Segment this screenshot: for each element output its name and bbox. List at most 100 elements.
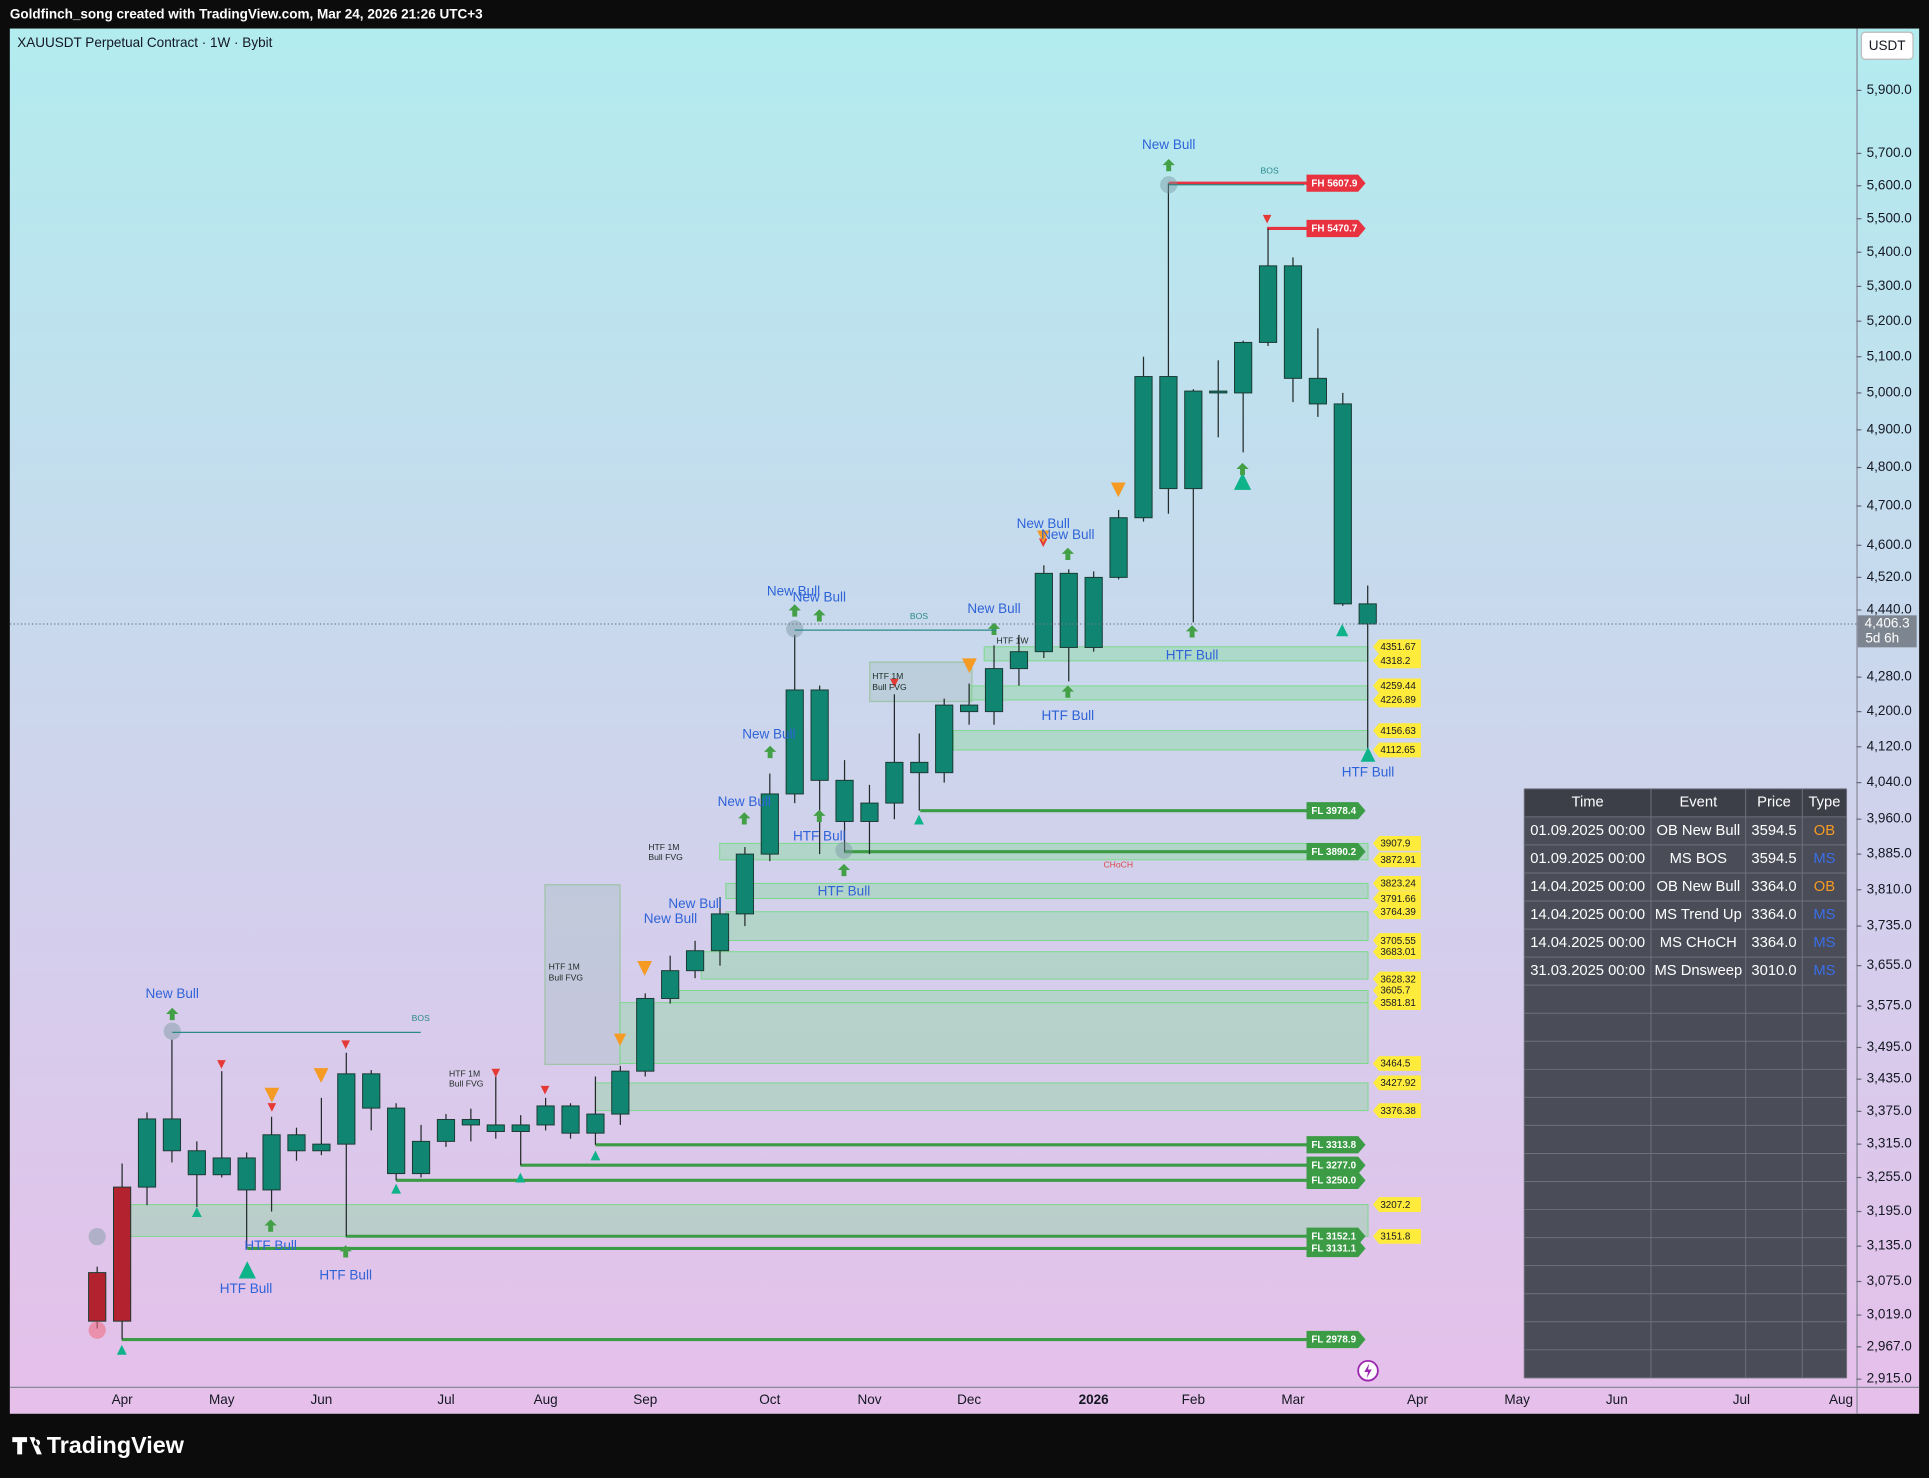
level-label: FH 5470.7: [1311, 224, 1357, 235]
level-price-tag: [1372, 742, 1421, 758]
candle-body: [262, 1134, 281, 1191]
x-tick-label: Dec: [957, 1392, 981, 1407]
candle-body: [1134, 376, 1153, 519]
level-price-label: 4226.89: [1380, 695, 1416, 706]
fvg-zone: [669, 989, 1369, 1004]
y-tick-label: 5,300.0: [1867, 278, 1912, 293]
y-tick-label: 5,000.0: [1867, 384, 1912, 399]
candle-body: [1109, 517, 1128, 578]
y-tick-label: 3,810.0: [1867, 881, 1912, 896]
x-tick-label: Oct: [759, 1392, 780, 1407]
level-price-label: 3705.55: [1380, 936, 1416, 947]
arrow-marker: [1236, 462, 1249, 476]
x-tick-label: Sep: [633, 1392, 657, 1407]
candle-body: [1358, 603, 1377, 625]
annotation: HTF Bull: [1342, 764, 1395, 779]
candle-body: [1283, 265, 1303, 379]
level-label: FL 3277.0: [1311, 1160, 1356, 1171]
arrow-marker: [1185, 625, 1199, 638]
countdown: 5d 6h: [1865, 630, 1899, 645]
brand[interactable]: TradingView: [47, 1432, 185, 1458]
y-tick-label: 2,967.0: [1867, 1338, 1912, 1353]
table-header: Time: [1571, 795, 1603, 811]
arrow-marker: [339, 1245, 352, 1258]
candle-body: [536, 1105, 555, 1126]
candle-body: [287, 1134, 306, 1152]
arrow-marker: [264, 1219, 277, 1232]
annotation: New Bull: [1017, 516, 1070, 531]
table-cell: MS Dnsweep: [1654, 963, 1742, 979]
candle-body: [387, 1107, 406, 1175]
annotation: New Bull: [767, 584, 820, 599]
y-tick-label: 4,200.0: [1867, 703, 1912, 718]
arrow-marker: [1162, 158, 1175, 172]
candle-body: [312, 1143, 331, 1152]
marker-down: [962, 658, 977, 674]
level-price-tag: [1372, 1197, 1421, 1212]
annotation: New Bull: [742, 726, 795, 741]
level-price-label: 3427.92: [1380, 1078, 1416, 1089]
table-cell: MS: [1813, 935, 1835, 951]
pivot-circle: [835, 841, 853, 859]
level-price-tag: [1372, 1075, 1421, 1091]
pivot-circle: [88, 1321, 106, 1339]
level-tag: [1306, 174, 1366, 192]
candle-body: [611, 1070, 630, 1115]
table-cell: OB New Bull: [1657, 879, 1741, 895]
level-price-tag: [1372, 995, 1421, 1011]
annotation: HTF 1M: [872, 671, 903, 681]
y-tick-label: 4,800.0: [1867, 459, 1912, 474]
x-tick-label: Mar: [1281, 1392, 1305, 1407]
annotation: BOS: [1261, 166, 1279, 176]
y-tick-label: 4,440.0: [1867, 602, 1912, 617]
level-tag: [1306, 802, 1366, 820]
level-tag: [1306, 1136, 1366, 1154]
currency-box[interactable]: [1860, 31, 1914, 60]
annotation: New Bull: [668, 896, 721, 911]
pivot-circle: [1160, 176, 1178, 194]
table-cell: 01.09.2025 00:00: [1530, 823, 1645, 839]
annotation: HTF 1M: [449, 1069, 480, 1079]
arrow-marker: [813, 809, 826, 823]
table-cell: 14.04.2025 00:00: [1530, 907, 1645, 923]
level-price-label: 3764.39: [1380, 907, 1416, 918]
y-tick-label: 3,495.0: [1867, 1039, 1912, 1054]
annotation: HTF Bull: [319, 1268, 372, 1283]
x-tick-label: Aug: [1829, 1392, 1853, 1407]
y-tick-label: 2,915.0: [1867, 1371, 1912, 1386]
caption: Goldfinch_song created with TradingView.…: [10, 7, 483, 22]
table-cell: OB: [1814, 823, 1835, 839]
candle-body: [88, 1272, 107, 1322]
annotation: HTF Bull: [1166, 648, 1219, 663]
annotation: HTF Bull: [818, 884, 871, 899]
currency[interactable]: USDT: [1869, 38, 1906, 53]
last-price-box: [1857, 615, 1917, 648]
level-price-label: 3907.9: [1380, 839, 1410, 850]
y-tick-label: 4,520.0: [1867, 569, 1912, 584]
candle-body: [1084, 576, 1103, 648]
level-price-tag: [1372, 983, 1421, 998]
level-price-label: 3791.66: [1380, 894, 1416, 905]
alert-icon-bolt[interactable]: [1364, 1363, 1372, 1379]
y-tick-label: 4,900.0: [1867, 421, 1912, 436]
level-price-label: 4156.63: [1380, 726, 1416, 737]
level-label: FL 3313.8: [1311, 1140, 1356, 1151]
level-label: FL 2978.9: [1311, 1335, 1356, 1346]
candle-body: [436, 1118, 456, 1142]
y-tick-label: 5,900.0: [1867, 82, 1912, 97]
annotation: New Bull: [1142, 137, 1195, 152]
arrow-marker: [813, 609, 826, 622]
table-header: Event: [1679, 795, 1717, 811]
level-price-tag: [1372, 653, 1421, 669]
annotation: New Bull: [1041, 527, 1094, 542]
brand-logo[interactable]: TradingView: [12, 1432, 185, 1458]
level-price-label: 4112.65: [1380, 745, 1415, 756]
candle-body: [1258, 265, 1278, 343]
brand-icon[interactable]: [12, 1437, 42, 1455]
table-header: Price: [1757, 795, 1791, 811]
table-cell: 31.03.2025 00:00: [1530, 963, 1645, 979]
candle-body: [137, 1118, 157, 1188]
y-tick-label: 4,280.0: [1867, 669, 1912, 684]
x-tick-label: Jun: [310, 1392, 332, 1407]
